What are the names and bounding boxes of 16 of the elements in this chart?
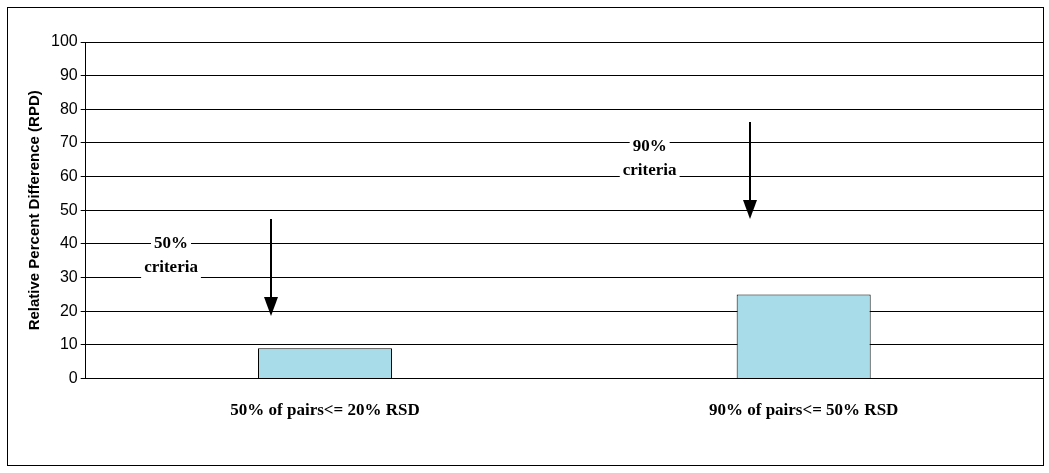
y-tick-label: 90: [59, 66, 78, 84]
y-tick-label: 40: [59, 234, 78, 252]
y-tick-label: 0: [68, 369, 78, 387]
y-tick-label: 60: [59, 167, 78, 185]
x-tick-label: 50% of pairs<= 20% RSD: [230, 400, 420, 420]
y-tick-label: 70: [59, 133, 78, 151]
y-tick-label: 20: [59, 301, 78, 319]
y-axis-title: Relative Percent Difference (RPD): [25, 90, 43, 331]
y-tick-label: 80: [59, 99, 78, 117]
y-tick-label: 100: [50, 32, 78, 50]
annotation: 90% criteria: [622, 136, 678, 180]
y-tick-label: 30: [59, 268, 78, 286]
y-tick-label: 10: [59, 335, 78, 353]
annotation: 50% criteria: [144, 233, 199, 277]
x-tick-label: 90% of pairs<= 50% RSD: [708, 400, 899, 420]
y-tick-label: 50: [59, 200, 78, 218]
